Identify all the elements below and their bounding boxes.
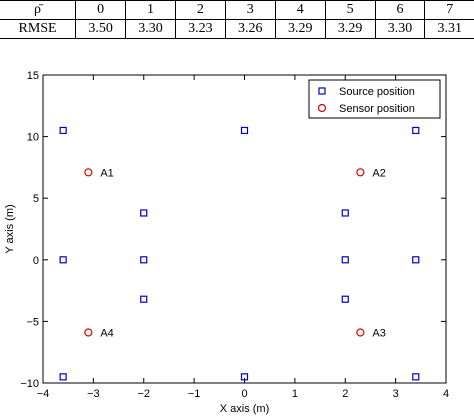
table-cell: 2 [174,0,226,20]
source-position-marker [59,126,67,135]
y-tick-label: 0 [33,255,39,267]
legend-marker [317,103,327,113]
y-tick-label: 10 [27,132,39,144]
table-cell: 3.50 [75,19,126,39]
table-cell: 3.30 [374,19,425,39]
legend-entry: Sensor position [339,103,415,115]
x-tick-label: −3 [87,388,100,400]
x-tick-label: −1 [188,388,201,400]
source-position-marker [412,256,420,264]
source-position-marker [412,373,420,381]
x-tick-label: 3 [393,388,399,400]
sensor-label: A3 [372,327,385,339]
y-axis-label: Y axis (m) [4,204,16,253]
legend-box [308,79,441,119]
table-row: RMSE 3.50 3.30 3.23 3.26 3.29 3.29 3.30 … [0,19,474,39]
source-position-marker [59,373,67,381]
sensor-position-marker [356,168,365,177]
y-tick-label: 5 [33,193,39,205]
table-cell: ρ̄ [0,0,76,20]
sensor-position-marker [356,328,365,337]
x-tick-label: 1 [292,388,298,400]
sensor-position-marker [84,328,93,337]
y-tick-label: −10 [20,378,39,390]
legend-marker [318,87,326,95]
sensor-position-marker [84,168,93,177]
source-position-marker [341,209,349,217]
table-cell: 0 [75,0,126,20]
source-position-marker [341,256,349,264]
source-position-marker [59,256,67,264]
sensor-label: A1 [100,167,113,179]
x-tick-label: 4 [443,388,449,400]
table-cell: 3.23 [174,19,226,39]
table-cell: 5 [324,0,376,20]
source-position-marker [240,373,249,381]
x-tick-label: −2 [137,388,150,400]
table-cell: 3 [224,0,276,20]
table-cell: 4 [274,0,326,20]
table-cell: 6 [374,0,425,20]
table-cell: 1 [125,0,176,20]
source-position-marker [240,126,249,135]
y-tick-label: −5 [26,316,39,328]
sensor-label: A2 [372,167,385,179]
source-position-marker [140,209,148,217]
table-cell: 3.30 [125,19,176,39]
source-position-marker [341,295,349,303]
source-position-marker [140,256,148,264]
table-cell: RMSE [0,19,76,39]
table-header-row: ρ̄ 0 1 2 3 4 5 6 7 [0,0,474,20]
source-position-marker [412,126,420,135]
y-tick-label: 15 [27,70,39,82]
x-axis-label: X axis (m) [220,403,270,415]
table-cell: 3.29 [274,19,326,39]
sensor-label: A4 [100,327,113,339]
x-tick-label: 0 [241,388,247,400]
table-cell: 3.26 [224,19,276,39]
source-position-marker [140,295,148,303]
table-cell: 3.31 [424,19,474,39]
table-cell: 7 [424,0,474,20]
legend-entry: Source position [339,86,415,98]
x-tick-label: −4 [37,388,50,400]
rmse-table: ρ̄ 0 1 2 3 4 5 6 7 RMSE 3.50 3.30 3.23 3… [0,0,474,39]
x-tick-label: 2 [342,388,348,400]
table-cell: 3.29 [324,19,376,39]
